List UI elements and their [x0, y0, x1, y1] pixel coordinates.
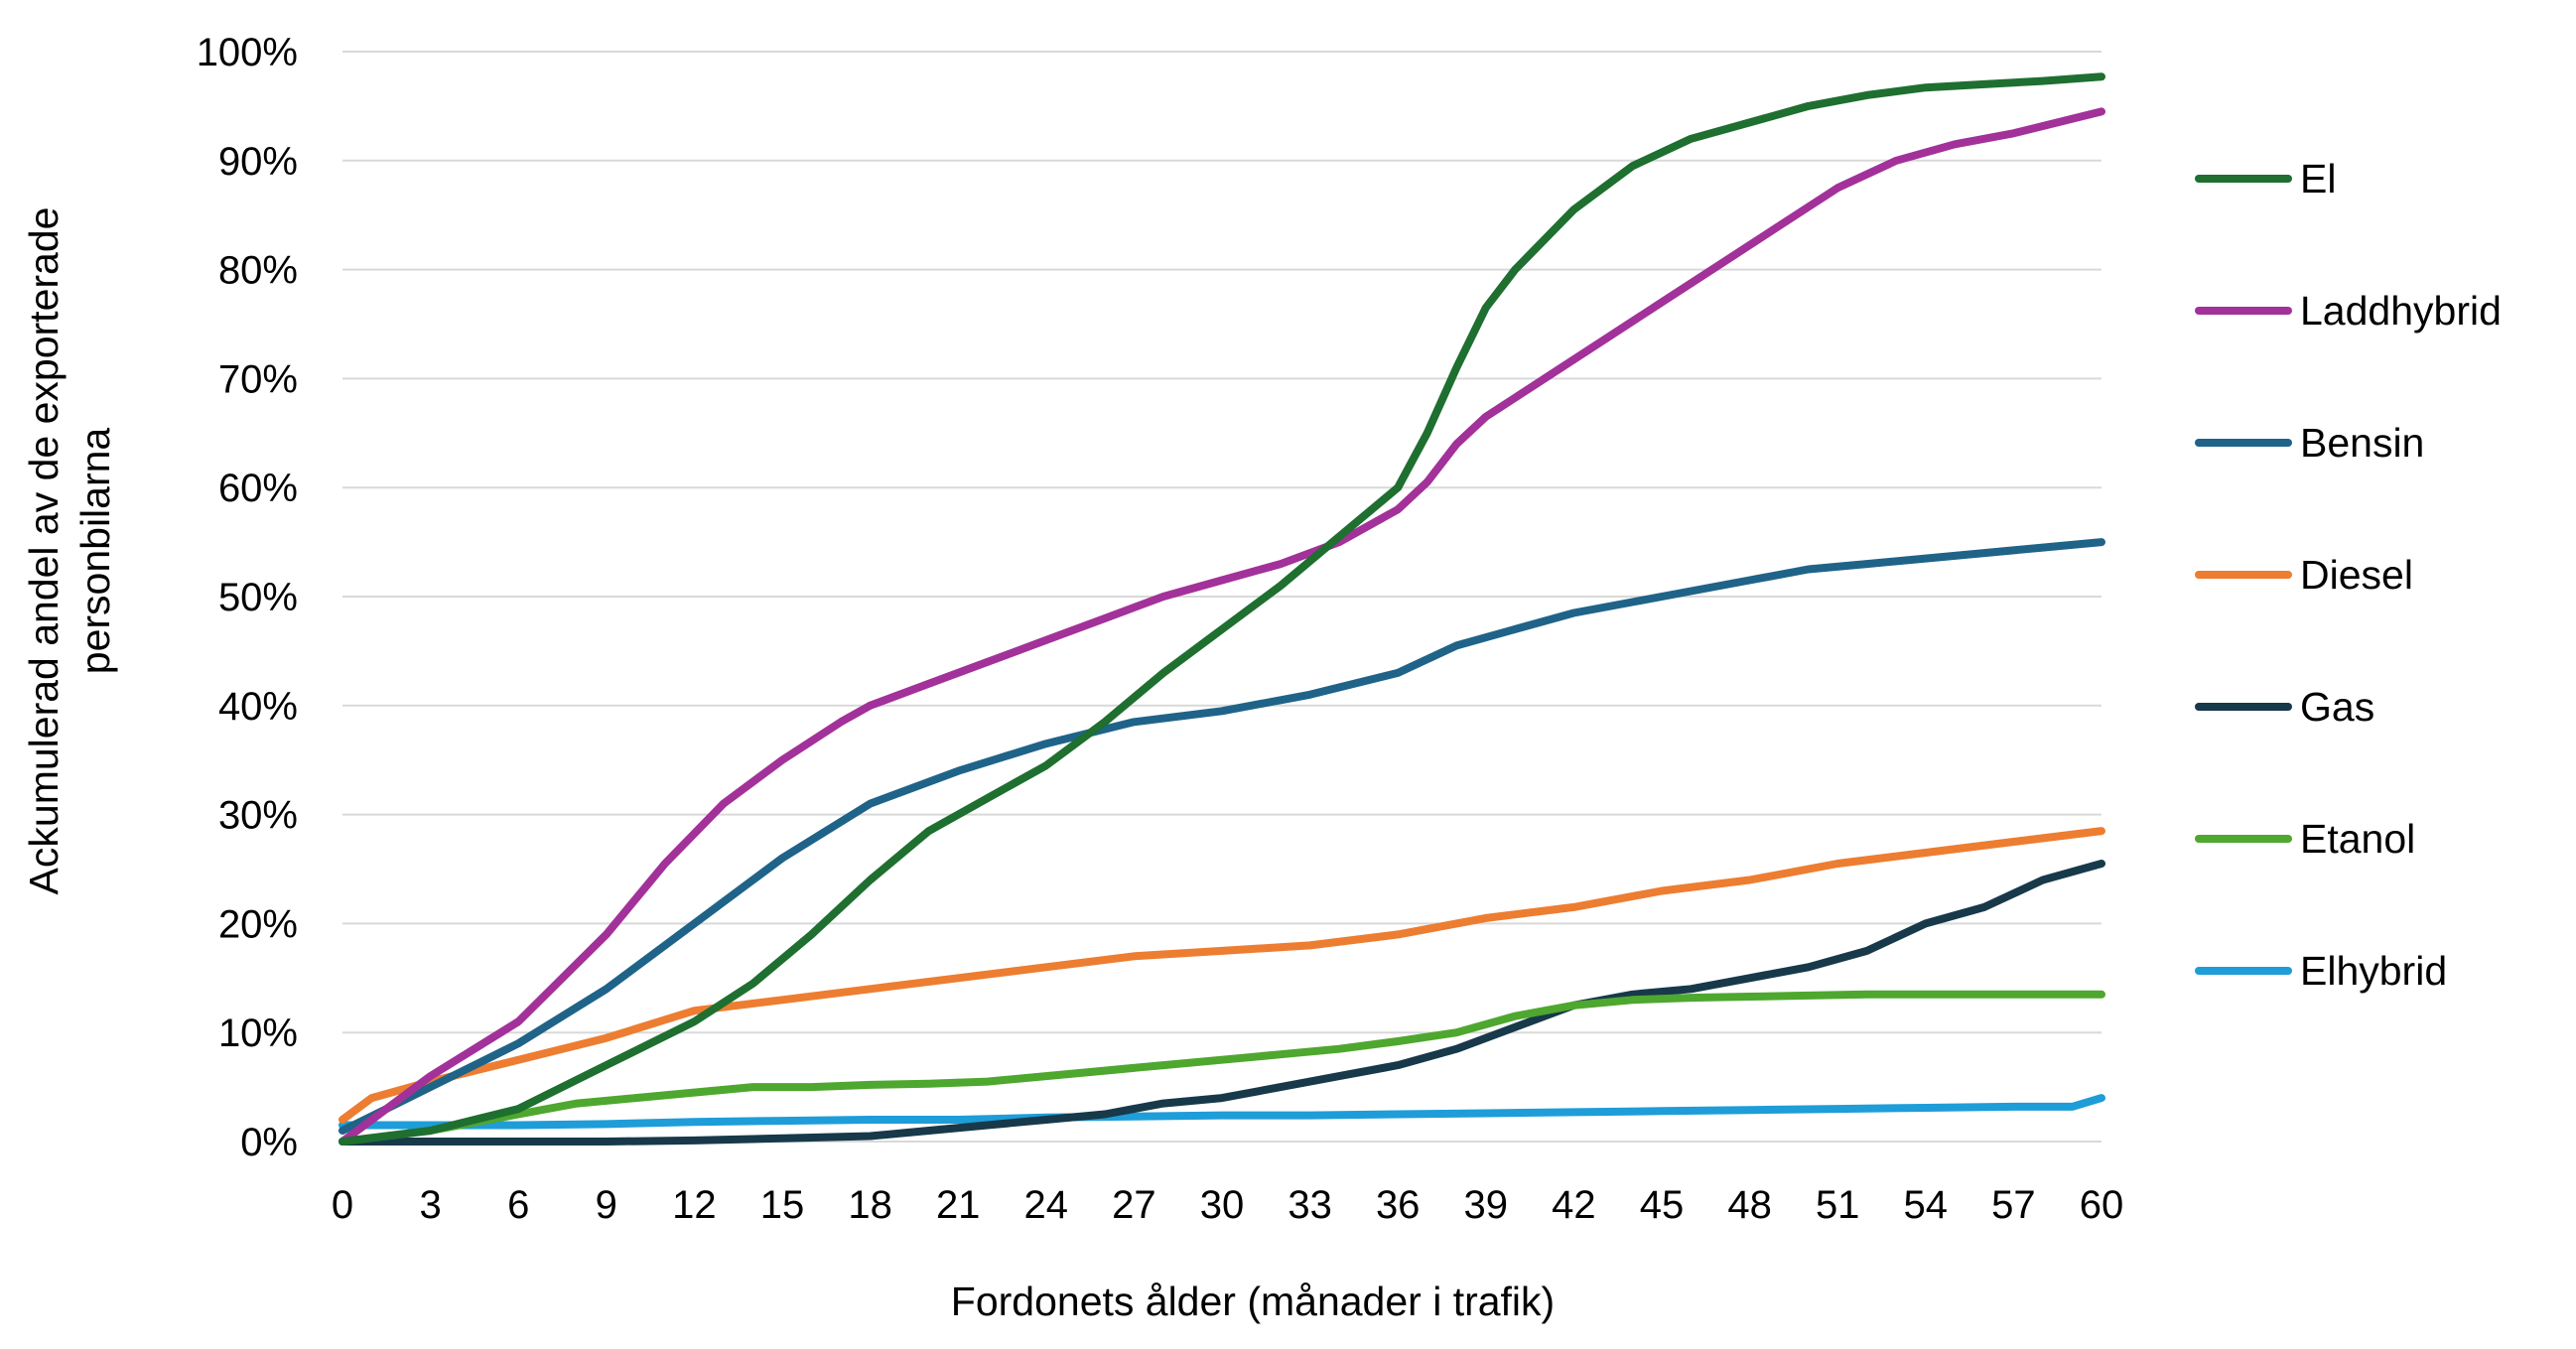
y-tick-label: 10%	[218, 1012, 298, 1055]
x-tick-label: 9	[596, 1183, 617, 1227]
x-tick-label: 18	[848, 1183, 892, 1227]
x-tick-label: 48	[1727, 1183, 1772, 1227]
y-tick-label: 70%	[218, 357, 298, 401]
x-tick-label: 45	[1640, 1183, 1685, 1227]
series-line-elhybrid	[339, 1094, 2105, 1130]
x-tick-label: 36	[1376, 1183, 1421, 1227]
x-tick-label: 6	[507, 1183, 529, 1227]
legend-label: Bensin	[2300, 420, 2424, 466]
y-axis-ticks: 0% 10% 20% 30% 40% 50% 60% 70% 80% 90% 100%	[197, 31, 298, 1164]
x-tick-label: 60	[2080, 1183, 2124, 1227]
legend-label: El	[2300, 156, 2336, 202]
y-tick-label: 90%	[218, 140, 298, 184]
x-tick-label: 51	[1816, 1183, 1860, 1227]
series-line-bensin	[339, 538, 2105, 1135]
x-tick-label: 57	[1991, 1183, 2036, 1227]
gridlines	[342, 51, 2101, 1143]
y-tick-label: 40%	[218, 685, 298, 729]
legend-label: Gas	[2300, 684, 2374, 730]
x-tick-label: 54	[1904, 1183, 1949, 1227]
x-tick-label: 3	[419, 1183, 441, 1227]
x-tick-label: 30	[1200, 1183, 1245, 1227]
x-tick-label: 21	[936, 1183, 981, 1227]
legend-label: Etanol	[2300, 816, 2415, 862]
legend: El Laddhybrid Bensin Diesel Gas Etanol Elhybri…	[2195, 156, 2502, 994]
x-tick-label: 39	[1464, 1183, 1509, 1227]
y-tick-label: 0%	[240, 1121, 298, 1164]
series-line-gas	[339, 860, 2105, 1146]
y-tick-label: 80%	[218, 249, 298, 293]
y-axis-title-line-1: Ackumulerad andel av de exporterade	[21, 207, 67, 895]
y-axis-title-line-2: personbilarna	[72, 428, 118, 675]
legend-label: Elhybrid	[2300, 948, 2447, 994]
x-tick-label: 24	[1024, 1183, 1069, 1227]
x-tick-label: 0	[332, 1183, 353, 1227]
x-tick-label: 15	[760, 1183, 805, 1227]
legend-label: Laddhybrid	[2300, 288, 2502, 334]
y-tick-label: 60%	[218, 467, 298, 510]
series-line-diesel	[339, 827, 2105, 1124]
series-line-etanol	[339, 990, 2105, 1146]
legend-label: Diesel	[2300, 552, 2413, 598]
x-tick-label: 12	[672, 1183, 717, 1227]
series-line-laddhybrid	[339, 107, 2105, 1146]
y-axis-title: Ackumulerad andel av de exporterade pers…	[21, 207, 118, 895]
y-tick-label: 100%	[197, 31, 298, 74]
x-tick-label: 42	[1552, 1183, 1596, 1227]
y-tick-label: 20%	[218, 902, 298, 946]
x-axis-title: Fordonets ålder (månader i trafik)	[951, 1279, 1555, 1324]
y-tick-label: 30%	[218, 794, 298, 838]
x-axis-ticks: 0 3 6 9 12 15 18 21 24 27 30 33 36 39 42 45 48 51 54 57 60	[332, 1183, 2123, 1227]
y-tick-label: 50%	[218, 576, 298, 619]
x-tick-label: 33	[1288, 1183, 1332, 1227]
series-lines	[339, 72, 2105, 1146]
x-tick-label: 27	[1112, 1183, 1156, 1227]
series-line-el	[339, 72, 2105, 1146]
